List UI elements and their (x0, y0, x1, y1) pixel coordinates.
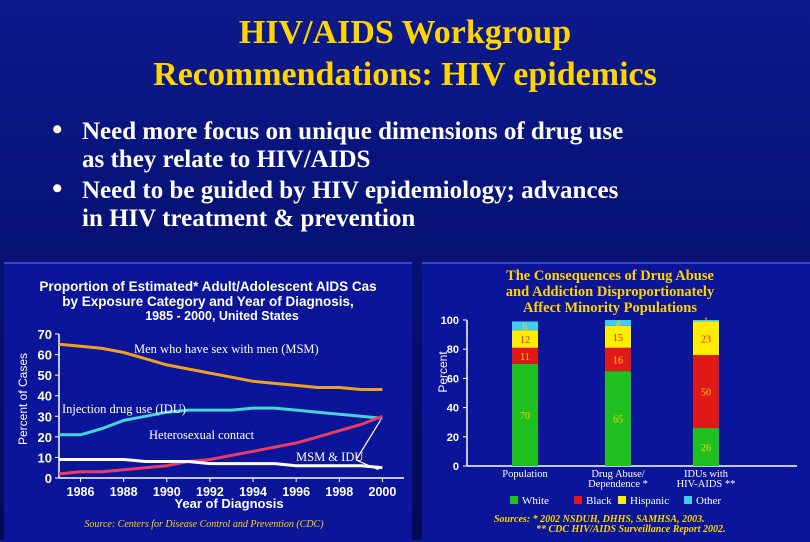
bar-segment-black (512, 347, 538, 364)
bullet-item: • Need more focus on unique dimensions o… (52, 113, 792, 174)
y-tick-label: 40 (38, 389, 52, 404)
x-tick-label: 2000 (369, 485, 397, 499)
bar-segment-black (693, 355, 719, 429)
category-label-line-1: Drug Abuse/ (591, 469, 644, 480)
category-label-line-2: HIV-AIDS ** (677, 479, 736, 490)
bullet-dot-icon: • (52, 113, 63, 146)
bullet-list: • Need more focus on unique dimensions o… (52, 113, 792, 236)
msm-idu-pointer-line (355, 459, 379, 471)
x-tick-label: 1998 (325, 485, 353, 499)
bullet-text-line-2: in HIV treatment & prevention (82, 205, 416, 232)
line-chart-source: Source: Centers for Disease Control and … (84, 519, 324, 530)
bar-chart-y-axis-label: Percent (436, 351, 450, 393)
legend-swatch-white (510, 496, 518, 504)
series-line-msm-idu (59, 458, 383, 470)
bar-segment-other (693, 320, 719, 322)
bar-segment-hispanic (512, 330, 538, 348)
drug-abuse-chart-panel: The Consequences of Drug Abuse and Addic… (422, 262, 810, 542)
bullet-dot-icon: • (52, 172, 63, 205)
series-label-heterosexual: Heterosexual contact (149, 428, 255, 442)
series-line-idu (59, 406, 383, 437)
line-chart-y-axis-label: Percent of Cases (16, 353, 30, 445)
bar-value-label: 1 (704, 317, 709, 328)
series-label-idu: Injection drug use (IDU) (62, 402, 186, 416)
bar-segment-hispanic (693, 321, 719, 356)
y-tick-label: 70 (38, 327, 52, 342)
bar-chart-title-line-3: Affect Minority Populations (523, 300, 697, 316)
bar-chart-source-line-2: ** CDC HIV/AIDS Surveillance Report 2002… (536, 524, 725, 535)
category-label-line-1: Population (502, 469, 548, 480)
y-tick-label: 60 (38, 348, 52, 363)
bar-segment-other (605, 320, 631, 326)
legend-label-hispanic: Hispanic (630, 495, 669, 507)
idu-pointer-line (355, 420, 381, 461)
legend-label-other: Other (696, 495, 721, 507)
slide-title: HIV/AIDS Workgroup Recommendations: HIV … (0, 12, 810, 96)
legend-label-black: Black (586, 495, 612, 507)
legend-swatch-hispanic (618, 496, 626, 504)
y-tick-label: 20 (447, 432, 459, 444)
bar-value-label: 50 (701, 388, 711, 399)
drug-abuse-stacked-bar-chart: The Consequences of Drug Abuse and Addic… (436, 268, 797, 535)
series-line-msm (58, 342, 383, 391)
y-tick-label: 100 (441, 315, 459, 327)
bullet-text-line-1: Need more focus on unique dimensions of … (82, 118, 624, 145)
y-tick-label: 10 (38, 450, 52, 465)
x-tick-label: 1986 (67, 485, 95, 499)
line-chart-x-axis-label: Year of Diagnosis (174, 496, 283, 511)
x-tick-label: 1992 (196, 485, 224, 499)
legend-label-white: White (522, 495, 549, 507)
bar-segment-white (512, 363, 538, 466)
x-tick-label: 1990 (153, 485, 181, 499)
bar-value-label: 6 (523, 322, 528, 333)
bar-value-label: 23 (701, 334, 711, 345)
legend-swatch-black (574, 496, 582, 504)
series-label-msm: Men who have sex with men (MSM) (134, 342, 319, 356)
aids-cases-line-chart: Proportion of Estimated* Adult/Adolescen… (16, 279, 404, 530)
y-tick-label: 50 (38, 368, 52, 383)
slide-title-line-1: HIV/AIDS Workgroup (238, 14, 572, 51)
aids-cases-chart-panel: Proportion of Estimated* Adult/Adolescen… (4, 262, 412, 542)
line-chart-title-line-1: Proportion of Estimated* Adult/Adolescen… (39, 279, 376, 294)
series-line-heterosexual (58, 414, 383, 476)
bar-chart-source-line-1: Sources: * 2002 NSDUH, DHHS, SAMHSA, 200… (494, 514, 705, 525)
line-chart-subtitle: 1985 - 2000, United States (145, 309, 299, 323)
bar-value-label: 11 (520, 352, 530, 363)
bar-value-label: 70 (520, 411, 530, 422)
bar-value-label: 15 (613, 333, 623, 344)
category-label-line-1: IDUs with (684, 469, 729, 480)
category-label-line-2: Dependence * (588, 479, 648, 490)
x-tick-label: 1996 (282, 485, 310, 499)
y-tick-label: 0 (45, 471, 52, 486)
bullet-text-line-1: Need to be guided by HIV epidemiology; a… (82, 177, 619, 204)
bullet-item: • Need to be guided by HIV epidemiology;… (52, 172, 792, 233)
bar-value-label: 12 (520, 335, 530, 346)
bar-segment-white (693, 428, 719, 466)
y-tick-label: 40 (447, 403, 459, 415)
y-tick-label: 0 (453, 461, 459, 473)
bar-value-label: 65 (613, 415, 623, 426)
legend-swatch-other (684, 496, 692, 504)
line-chart-title-line-2: by Exposure Category and Year of Diagnos… (62, 294, 354, 309)
bar-segment-hispanic (605, 325, 631, 348)
y-tick-label: 30 (38, 409, 52, 424)
y-tick-label: 80 (447, 344, 459, 356)
bullet-text-line-2: as they relate to HIV/AIDS (82, 146, 371, 173)
bar-segment-white (605, 371, 631, 466)
y-tick-label: 60 (447, 373, 459, 385)
bar-chart-title-line-1: The Consequences of Drug Abuse (506, 268, 714, 284)
bar-value-label: 16 (613, 355, 623, 366)
bar-segment-black (605, 347, 631, 372)
x-tick-label: 1988 (110, 485, 138, 499)
x-tick-label: 1994 (239, 485, 267, 499)
y-tick-label: 20 (38, 430, 52, 445)
bar-chart-title-line-2: and Addiction Disproportionately (506, 284, 715, 300)
bar-segment-other (512, 321, 538, 331)
series-label-msm-idu: MSM & IDU (296, 450, 363, 464)
slide-title-line-2: Recommendations: HIV epidemics (153, 56, 657, 93)
bar-value-label: 4 (616, 319, 621, 330)
bar-value-label: 26 (701, 443, 711, 454)
